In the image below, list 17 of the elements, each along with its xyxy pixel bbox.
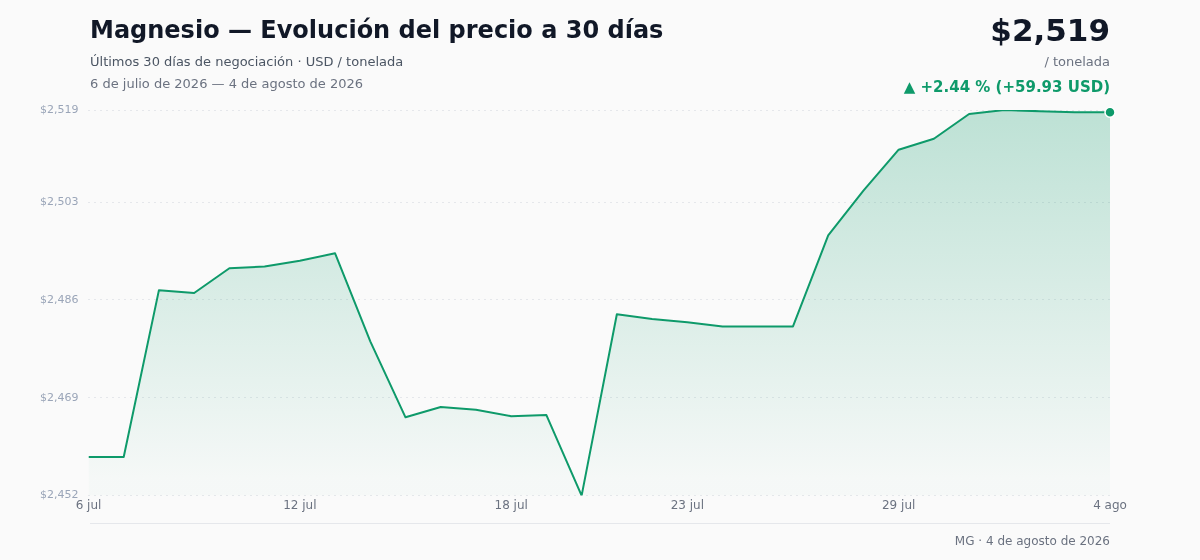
y-tick-label: $2,469 bbox=[39, 390, 79, 404]
x-tick-label: 29 jul bbox=[881, 497, 916, 512]
y-tick-label: $2,519 bbox=[39, 102, 79, 116]
text: 6 de julio de 2026 — 4 de agosto de 2026 bbox=[90, 76, 364, 91]
x-tick-label: 4 ago bbox=[1093, 497, 1127, 512]
text: ▲ +2.44 % (+59.93 USD) bbox=[903, 78, 1110, 96]
x-tick-label: 23 jul bbox=[670, 497, 704, 512]
y-tick-label: $2,503 bbox=[39, 194, 79, 208]
x-tick-label: 18 jul bbox=[494, 497, 528, 512]
x-tick-label: 6 jul bbox=[75, 497, 102, 512]
x-tick-label: 12 jul bbox=[283, 497, 317, 512]
text: / tonelada bbox=[1044, 54, 1110, 69]
text: $2,519 bbox=[990, 12, 1110, 48]
y-tick-label: $2,486 bbox=[39, 292, 79, 306]
chart-title: Magnesio — Evolución del precio a 30 días bbox=[90, 16, 664, 44]
text: MG · 4 de agosto de 2026 bbox=[954, 534, 1110, 548]
chart-subtitle: Últimos 30 días de negociación · USD / tonelada bbox=[90, 54, 404, 69]
